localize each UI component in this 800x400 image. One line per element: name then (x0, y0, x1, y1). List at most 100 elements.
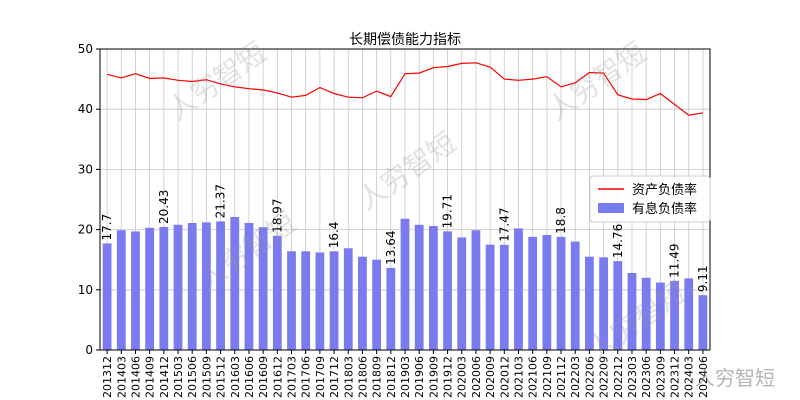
bar (372, 259, 382, 350)
bar (159, 227, 169, 350)
bar (201, 222, 211, 350)
corner-watermark: 人穷智短 (695, 366, 775, 390)
bar (443, 231, 452, 350)
y-tick-label: 40 (78, 102, 93, 116)
bar (145, 227, 155, 350)
legend-label-line: 资产负债率 (632, 182, 697, 198)
bar (173, 224, 183, 350)
x-tick-label: 201509 (200, 356, 213, 398)
legend-swatch-bar (598, 203, 624, 213)
x-tick-label: 202303 (626, 356, 639, 398)
x-tick-label: 202112 (555, 356, 568, 398)
bar (528, 236, 538, 350)
bar (514, 228, 523, 350)
bar (216, 221, 225, 350)
bar (230, 216, 240, 350)
x-tick-label: 201903 (399, 356, 412, 398)
bar (471, 230, 481, 350)
x-tick-label: 201703 (286, 356, 299, 398)
x-tick-label: 201812 (385, 356, 398, 398)
x-tick-label: 202109 (541, 356, 554, 398)
bar (627, 272, 637, 350)
bar (428, 225, 438, 350)
bar (258, 227, 268, 350)
x-tick-label: 202006 (470, 356, 483, 398)
bar-data-label: 18.97 (270, 198, 284, 232)
y-tick-label: 20 (78, 223, 93, 237)
bar (570, 241, 580, 350)
y-tick-label: 50 (78, 42, 93, 56)
x-tick-label: 202012 (498, 356, 511, 398)
bar (542, 235, 552, 350)
bar-data-label: 16.4 (327, 222, 341, 249)
x-tick-label: 201712 (328, 356, 341, 398)
legend-label-bar: 有息负债率 (632, 201, 697, 217)
bar (585, 256, 594, 350)
line-layer (106, 62, 704, 116)
bar (613, 261, 623, 350)
x-tick-label: 202406 (697, 356, 710, 398)
x-tick-label: 202003 (456, 356, 469, 398)
bar-data-label: 19.71 (441, 194, 455, 228)
bar-data-label: 20.43 (157, 190, 171, 224)
x-tick-label: 201606 (243, 356, 256, 398)
x-tick-label: 201803 (342, 356, 355, 398)
x-tick-label: 201912 (442, 356, 455, 398)
x-tick-label: 202312 (669, 356, 682, 398)
bar (414, 224, 424, 350)
x-tick-label: 202403 (683, 356, 696, 398)
bar (358, 256, 367, 350)
bar-data-label: 13.64 (384, 231, 398, 265)
bar (485, 244, 495, 350)
line-series-asset-liability (106, 62, 704, 116)
y-tick-label: 10 (78, 283, 93, 297)
x-tick-label: 202209 (598, 356, 611, 398)
x-tick-label: 201412 (158, 356, 171, 398)
x-tick-label: 201809 (371, 356, 384, 398)
bar (244, 222, 254, 350)
x-tick-label: 201503 (172, 356, 185, 398)
bar (343, 248, 353, 350)
x-tick-label: 202009 (484, 356, 497, 398)
x-tick-label: 201406 (129, 356, 142, 398)
x-tick-label: 201612 (271, 356, 284, 398)
bar (272, 235, 282, 350)
bar (102, 243, 112, 350)
x-tick-label: 201806 (356, 356, 369, 398)
bar-data-label: 21.37 (214, 184, 228, 218)
bar-data-label: 17.47 (497, 207, 511, 241)
x-tick-label: 202203 (569, 356, 582, 398)
x-tick-label: 201709 (314, 356, 327, 398)
x-tick-label: 201609 (257, 356, 270, 398)
x-tick-label: 201906 (413, 356, 426, 398)
bar (301, 251, 311, 350)
bar-data-label: 18.8 (554, 207, 568, 234)
x-tick-label: 201706 (300, 356, 313, 398)
bar-data-label: 11.49 (668, 243, 682, 277)
axis-layer: 0 10 20 30 40 50 201312 201403 201406 201409 20141… (78, 42, 711, 398)
bar (457, 237, 467, 350)
bar (400, 218, 410, 350)
bar (698, 295, 708, 350)
x-tick-label: 201512 (215, 356, 228, 398)
bar (684, 278, 694, 350)
x-tick-label: 202212 (612, 356, 625, 398)
bar-data-label: 9.11 (696, 265, 710, 292)
bar-data-label: 14.76 (611, 224, 625, 258)
x-tick-label: 201312 (101, 356, 114, 398)
bar (187, 222, 197, 350)
y-tick-label: 30 (78, 162, 93, 176)
x-tick-label: 202306 (640, 356, 653, 398)
y-tick-label: 0 (85, 343, 93, 357)
x-tick-label: 201403 (115, 356, 128, 398)
bar (315, 252, 325, 350)
bar (386, 267, 396, 350)
bar (499, 244, 509, 350)
bar (655, 282, 665, 350)
bar (599, 257, 609, 350)
labels-layer: 17.7 20.43 21.37 18.97 16.4 13.64 19.71 17.47 18… (100, 184, 710, 292)
bar (329, 251, 339, 350)
bar (116, 230, 126, 350)
bar-data-label: 17.7 (100, 214, 114, 241)
